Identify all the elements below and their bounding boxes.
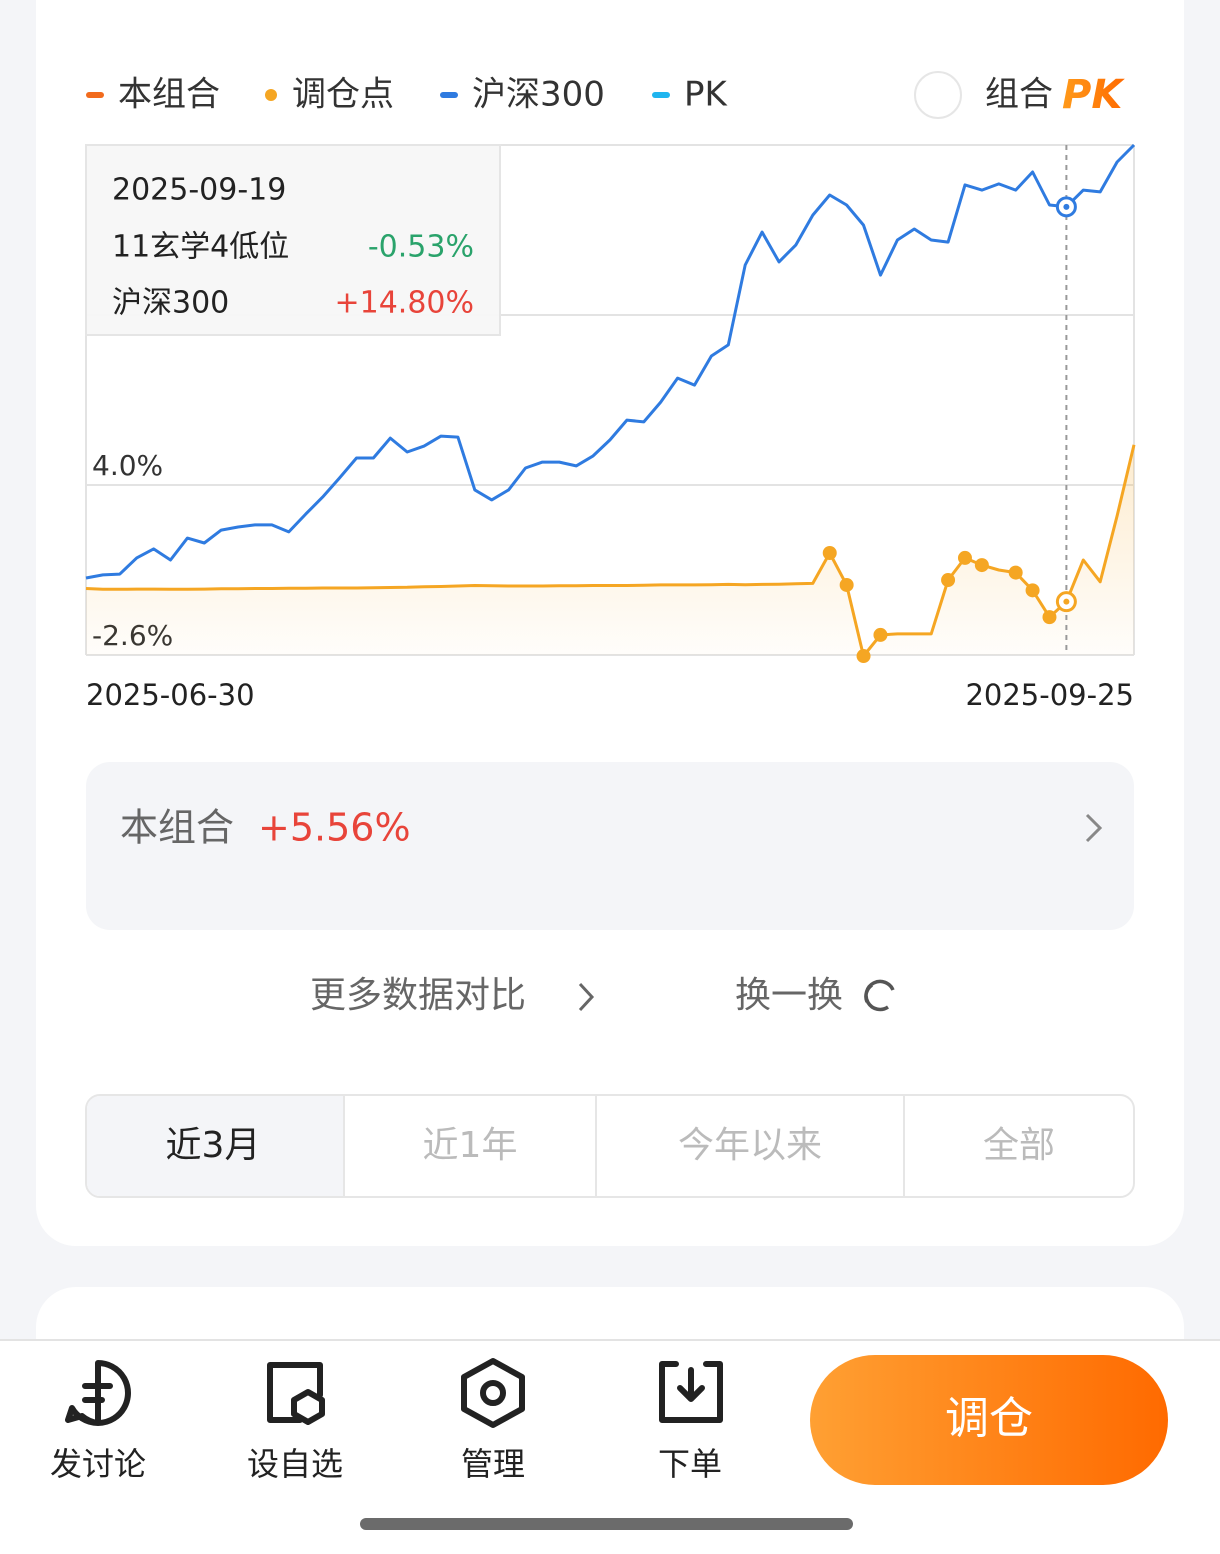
rebalance-point: [1042, 610, 1057, 625]
tooltip-date: 2025-09-19: [112, 173, 286, 208]
chevron: [578, 982, 595, 1012]
tab[interactable]: 全部: [983, 1125, 1055, 1166]
toolbar-label[interactable]: 下单: [658, 1445, 722, 1483]
discuss-icon: [65, 1360, 131, 1426]
summary-card[interactable]: [86, 762, 1134, 930]
tooltip-name: 11玄学4低位: [112, 230, 289, 265]
summary-label: 本组合: [120, 806, 234, 850]
legend-swatch: [440, 92, 458, 98]
rebalance-point: [1008, 565, 1023, 580]
rebalance-point: [941, 573, 956, 588]
tab-frame: [85, 1094, 1135, 1198]
chevron: [1085, 813, 1103, 843]
legend-label: 沪深300: [472, 75, 605, 115]
rebalance-point: [839, 577, 854, 592]
y-tick-label: 4.0%: [92, 449, 163, 482]
discuss-icon-lines: [82, 1383, 113, 1403]
rebalance-point: [822, 546, 837, 560]
rebalance-point: [957, 550, 972, 565]
line: [85, 444, 1136, 658]
manage-icon-dot: [480, 1380, 506, 1406]
tooltip-name: 沪深300: [112, 286, 229, 321]
tab[interactable]: 近3月: [166, 1125, 261, 1166]
tooltip-value: -0.53%: [368, 230, 474, 265]
chart: 本组合调仓点沪深300PK4.0%-2.6%2025-06-302025-09-…: [85, 75, 1136, 712]
watch-icon: [267, 1362, 323, 1423]
tab[interactable]: 近1年: [423, 1125, 518, 1166]
watch-icon-hex: [291, 1389, 325, 1425]
toolbar-label[interactable]: 管理: [461, 1445, 525, 1483]
tooltip: [85, 144, 501, 336]
toggle-badge: PK: [1062, 72, 1125, 118]
toolbar-label[interactable]: 设自选: [247, 1445, 343, 1483]
rebalance-point: [873, 627, 888, 642]
manage-icon: [461, 1358, 525, 1428]
highlight-dot: [1063, 203, 1070, 210]
summary-value: +5.56%: [258, 806, 411, 850]
x-tick-label: 2025-06-30: [86, 678, 255, 712]
toolbar-labels: 发讨论 设自选 管理 下单: [50, 1445, 722, 1483]
toggle-label: 组合: [985, 75, 1053, 115]
legend-swatch: [265, 89, 277, 101]
legend-label: 本组合: [118, 75, 220, 115]
rebalance-point: [1025, 583, 1040, 598]
line: [85, 143, 1136, 580]
legend-swatch: [652, 92, 670, 98]
tabs: 近3月 近1年 今年以来 全部: [85, 1094, 1135, 1198]
toggle[interactable]: [914, 71, 962, 119]
compare-link[interactable]: 更多数据对比: [310, 975, 526, 1016]
x-tick-label: 2025-09-25: [965, 678, 1134, 712]
legend-label: PK: [684, 75, 729, 115]
tooltip-value: +14.80%: [334, 286, 474, 321]
toolbar-label[interactable]: 发讨论: [50, 1445, 146, 1483]
rebalance-button[interactable]: [810, 1355, 1168, 1485]
order-icon: [659, 1361, 723, 1423]
swap-link[interactable]: 换一换: [735, 975, 843, 1016]
refresh-icon: [864, 979, 895, 1012]
rebalance-point: [974, 558, 989, 573]
legend-label: 调仓点: [292, 75, 394, 115]
home-indicator: [360, 1518, 853, 1530]
tab[interactable]: 今年以来: [678, 1125, 822, 1166]
highlight-dot: [1063, 598, 1070, 605]
tab-active-bg: [87, 1096, 344, 1196]
area-fill: [86, 444, 1134, 656]
rebalance-point: [856, 649, 871, 664]
button-label: 调仓: [945, 1393, 1033, 1444]
legend-swatch: [86, 92, 104, 98]
